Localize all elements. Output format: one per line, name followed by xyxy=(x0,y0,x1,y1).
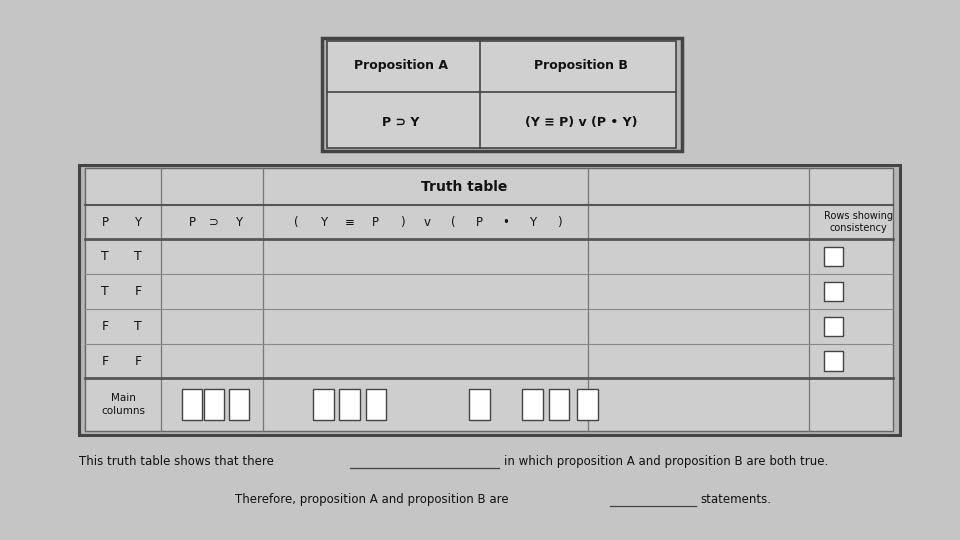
Text: •: • xyxy=(502,216,509,229)
Text: Proposition A: Proposition A xyxy=(354,58,447,71)
Bar xyxy=(204,389,225,421)
Bar xyxy=(469,389,490,421)
Text: P ⊃ Y: P ⊃ Y xyxy=(382,116,420,130)
Text: P: P xyxy=(372,216,379,229)
Bar xyxy=(339,389,360,421)
Bar xyxy=(181,389,203,421)
Text: (Y ≡ P) v (P • Y): (Y ≡ P) v (P • Y) xyxy=(524,116,637,130)
Text: T: T xyxy=(101,250,108,263)
Bar xyxy=(825,282,843,301)
Text: Y: Y xyxy=(529,216,537,229)
Bar xyxy=(228,389,249,421)
Text: T: T xyxy=(101,285,108,298)
Text: F: F xyxy=(102,355,108,368)
Text: (: ( xyxy=(294,216,299,229)
Text: ): ) xyxy=(557,216,562,229)
Text: P: P xyxy=(476,216,483,229)
Text: (: ( xyxy=(450,216,455,229)
Text: F: F xyxy=(134,355,141,368)
Bar xyxy=(548,389,569,421)
Text: P: P xyxy=(188,216,196,229)
Text: Y: Y xyxy=(235,216,242,229)
Text: in which proposition A and proposition B are both true.: in which proposition A and proposition B… xyxy=(504,455,828,468)
Bar xyxy=(322,38,682,151)
Bar xyxy=(327,41,676,148)
Bar xyxy=(577,389,598,421)
Text: Proposition B: Proposition B xyxy=(534,58,628,71)
Text: ≡: ≡ xyxy=(345,216,354,229)
Text: ): ) xyxy=(399,216,404,229)
Text: F: F xyxy=(134,285,141,298)
Bar xyxy=(825,247,843,266)
Text: This truth table shows that there: This truth table shows that there xyxy=(79,455,274,468)
Text: statements.: statements. xyxy=(701,493,772,506)
Bar xyxy=(79,165,900,435)
Text: Truth table: Truth table xyxy=(421,180,508,194)
Bar xyxy=(85,168,893,431)
Bar xyxy=(366,389,386,421)
Bar xyxy=(825,352,843,370)
Text: ⊃: ⊃ xyxy=(209,216,219,229)
Bar xyxy=(825,316,843,336)
Bar xyxy=(522,389,543,421)
Text: P: P xyxy=(102,216,108,229)
Text: T: T xyxy=(134,320,142,333)
Text: Y: Y xyxy=(134,216,141,229)
Text: T: T xyxy=(134,250,142,263)
Text: v: v xyxy=(423,216,430,229)
Text: Main
columns: Main columns xyxy=(102,394,146,416)
Bar xyxy=(313,389,333,421)
Text: F: F xyxy=(102,320,108,333)
Text: Rows showing
consistency: Rows showing consistency xyxy=(824,211,893,233)
Text: Therefore, proposition A and proposition B are: Therefore, proposition A and proposition… xyxy=(235,493,509,506)
Text: Y: Y xyxy=(320,216,327,229)
